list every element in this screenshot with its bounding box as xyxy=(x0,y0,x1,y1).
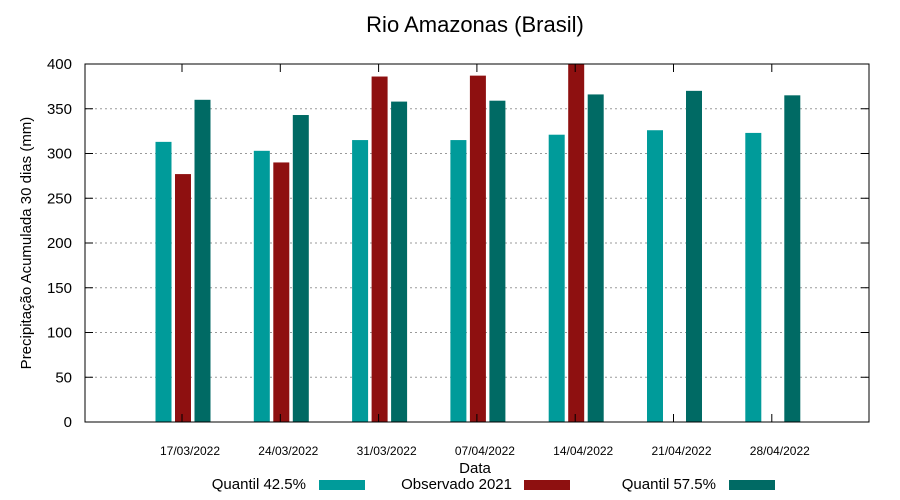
legend-swatch xyxy=(729,480,775,490)
y-tick-label: 250 xyxy=(47,190,72,207)
x-tick-label: 31/03/2022 xyxy=(357,444,417,458)
bar-quantil-57-5 xyxy=(784,95,801,422)
bar-quantil-42-5 xyxy=(352,140,369,422)
bar-observado-2021 xyxy=(175,174,191,422)
y-tick-label: 50 xyxy=(55,369,72,386)
bar-quantil-42-5 xyxy=(253,150,270,422)
y-tick-label: 200 xyxy=(47,235,72,252)
bars xyxy=(155,64,801,423)
legend-label: Quantil 57.5% xyxy=(622,476,716,493)
x-tick-label: 28/04/2022 xyxy=(750,444,810,458)
legend-swatch xyxy=(319,480,365,490)
legend-label: Observado 2021 xyxy=(401,476,512,493)
y-tick-label: 350 xyxy=(47,101,72,118)
legend: Quantil 42.5% Observado 2021 Quantil 57.5% xyxy=(212,476,775,493)
legend-label: Quantil 42.5% xyxy=(212,476,306,493)
y-tick-label: 0 xyxy=(64,414,72,431)
legend-swatch xyxy=(524,480,570,490)
bar-observado-2021 xyxy=(371,76,388,422)
bar-quantil-57-5 xyxy=(391,101,408,422)
x-tick-label: 17/03/2022 xyxy=(160,444,220,458)
chart-title: Rio Amazonas (Brasil) xyxy=(366,12,584,37)
y-axis-ticks: 0 50 100 150 200 250 300 350 400 xyxy=(47,56,869,431)
bar-observado-2021 xyxy=(273,162,290,422)
bar-quantil-42-5 xyxy=(450,140,467,422)
x-tick-label: 24/03/2022 xyxy=(258,444,318,458)
bar-quantil-57-5 xyxy=(489,100,506,422)
x-tick-label: 21/04/2022 xyxy=(651,444,711,458)
bar-quantil-42-5 xyxy=(155,141,172,423)
y-tick-label: 300 xyxy=(47,146,72,163)
bar-observado-2021 xyxy=(469,75,486,422)
x-axis-ticks: 17/03/2022 24/03/2022 31/03/2022 07/04/2022… xyxy=(160,64,810,458)
x-axis-label: Data xyxy=(459,460,491,477)
x-tick-label: 14/04/2022 xyxy=(553,444,613,458)
y-tick-label: 150 xyxy=(47,280,72,297)
bar-observado-2021 xyxy=(568,64,585,422)
x-tick-label: 07/04/2022 xyxy=(455,444,515,458)
y-tick-label: 100 xyxy=(47,325,72,342)
y-axis-label: Precipitação Acumulada 30 dias (mm) xyxy=(18,117,35,370)
bar-quantil-42-5 xyxy=(647,130,663,423)
y-tick-label: 400 xyxy=(47,56,72,73)
bar-quantil-57-5 xyxy=(292,115,309,422)
bar-quantil-42-5 xyxy=(548,134,565,422)
bar-quantil-57-5 xyxy=(194,99,211,423)
bar-quantil-57-5 xyxy=(686,90,702,422)
bar-quantil-42-5 xyxy=(745,132,762,423)
bar-quantil-57-5 xyxy=(587,94,604,423)
